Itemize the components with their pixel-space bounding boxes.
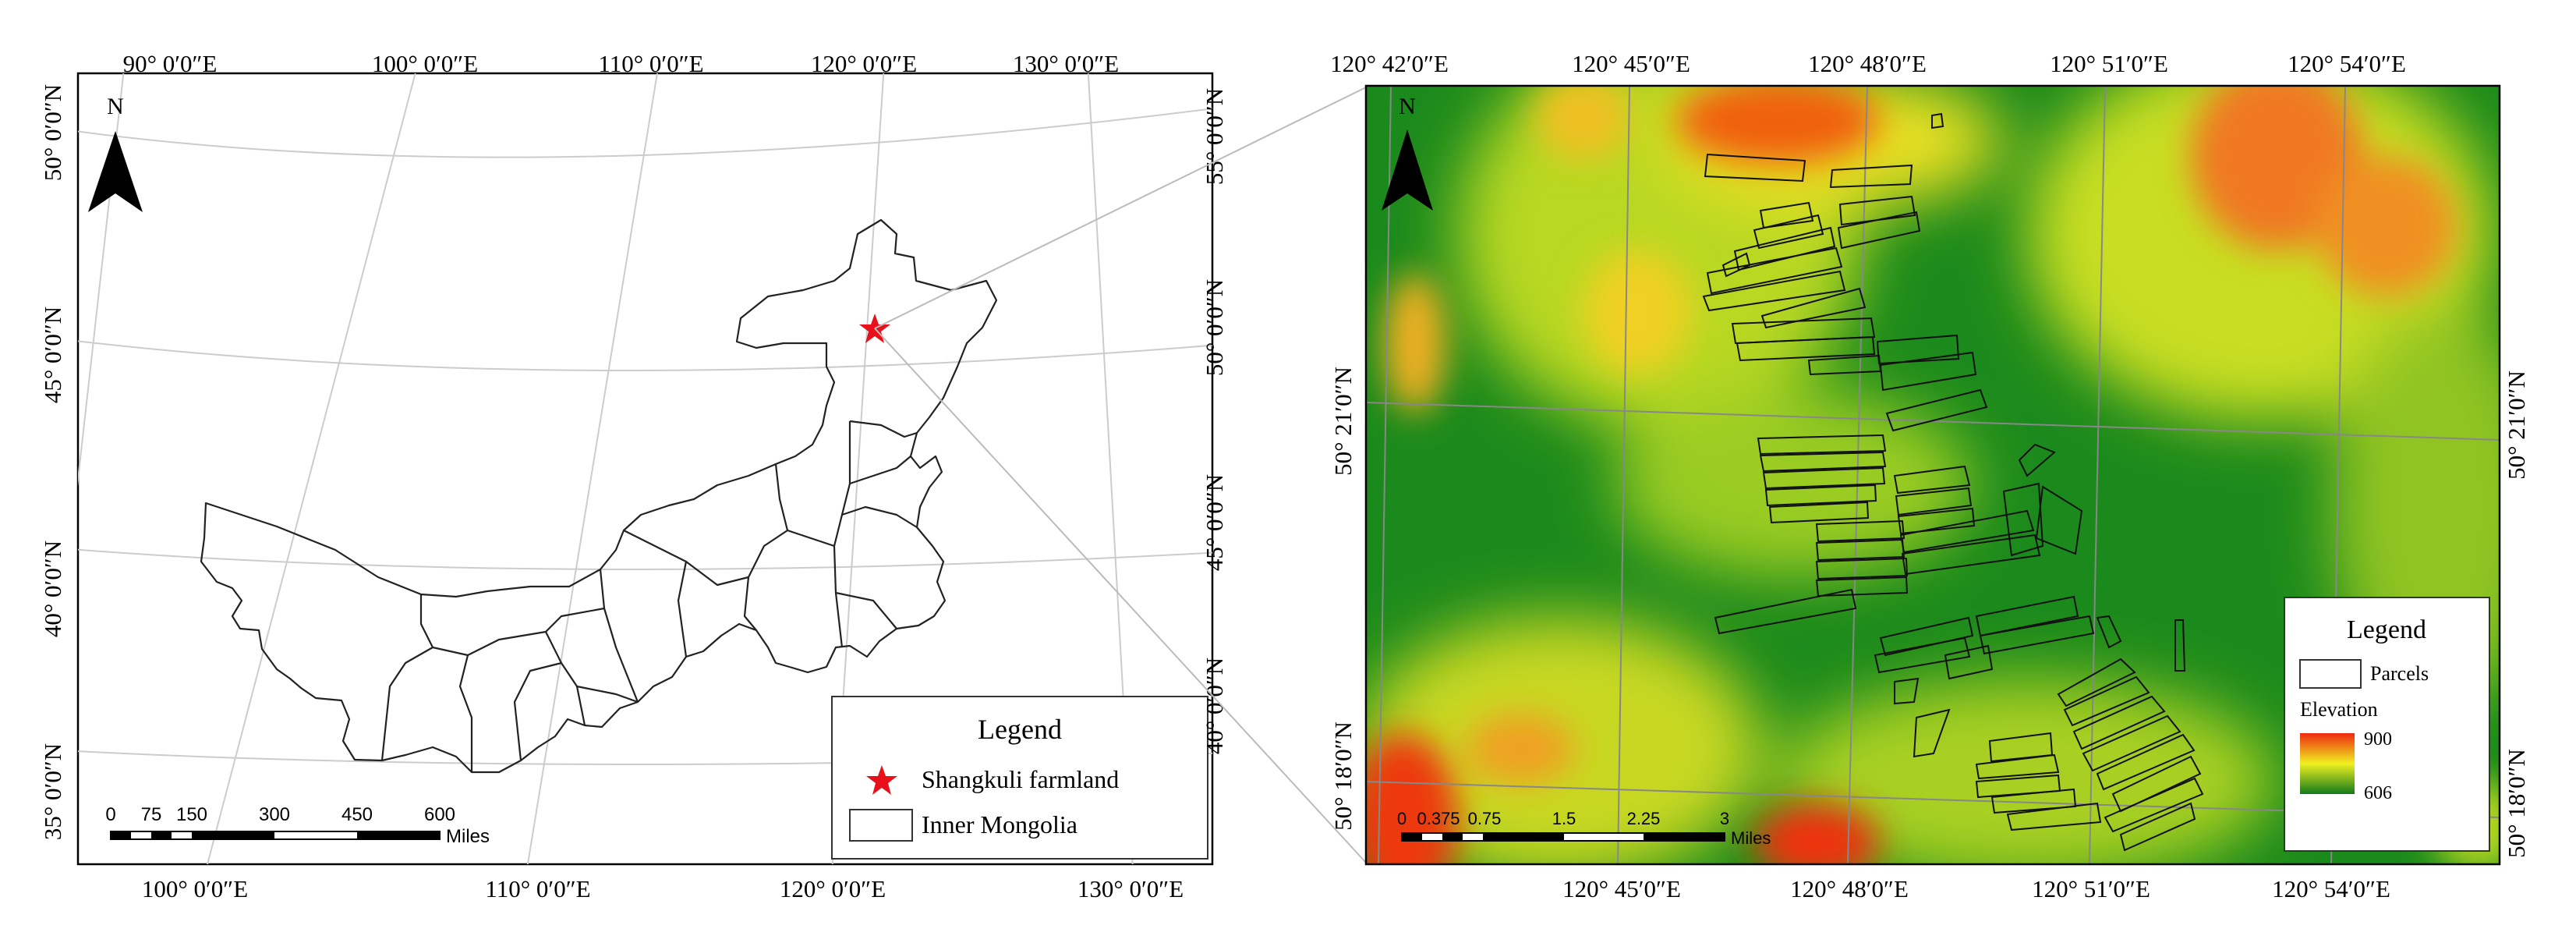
left-left-ticks: 50° 0′0″N 45° 0′0″N 40° 0′0″N 35° 0′0″N [39,84,66,840]
right-top-ticks: 120° 42′0″E 120° 45′0″E 120° 48′0″E 120°… [1330,50,2406,77]
left-bottom-tick: 100° 0′0″E [142,875,248,902]
left-scale-bar: 0 75 150 300 450 600 Miles [105,804,490,847]
right-top-tick: 120° 42′0″E [1330,50,1449,77]
right-scale-label: 0 [1397,809,1407,828]
left-right-tick: 50° 0′0″N [1201,279,1228,376]
right-top-tick: 120° 48′0″E [1808,50,1927,77]
right-bottom-tick: 120° 51′0″E [2032,875,2150,902]
left-top-tick: 120° 0′0″E [811,50,917,77]
right-bottom-tick: 120° 54′0″E [2272,875,2390,902]
right-legend: Legend Parcels Elevation 900 606 [2284,597,2490,852]
left-scale-label: 0 [105,804,115,825]
right-scale-label: 0.375 [1417,809,1460,828]
left-scale-label: 75 [141,804,162,825]
left-right-tick: 40° 0′0″N [1201,658,1228,754]
right-scale-label: 3 [1720,809,1729,828]
legend-elev-max: 900 [2364,729,2392,750]
left-top-tick: 110° 0′0″E [598,50,703,77]
left-right-ticks: 55° 0′0″N 50° 0′0″N 45° 0′0″N 40° 0′0″N [1201,88,1228,754]
legend-parcels-swatch [2299,659,2362,689]
legend-item-farmland: Shangkuli farmland [922,765,1119,793]
right-bottom-tick: 120° 48′0″E [1790,875,1909,902]
legend-elevation-label: Elevation [2300,698,2378,721]
right-top-tick: 120° 54′0″E [2288,50,2406,77]
left-bottom-ticks: 100° 0′0″E 110° 0′0″E 120° 0′0″E 130° 0′… [142,875,1184,902]
legend-parcels-label: Parcels [2370,662,2429,685]
left-right-tick: 55° 0′0″N [1201,88,1228,185]
right-scale-bar: 0 0.375 0.75 1.5 2.25 3 Miles [1397,809,1771,848]
left-top-ticks: 90° 0′0″E 100° 0′0″E 110° 0′0″E 120° 0′0… [123,50,1120,77]
left-scale-label: 300 [259,804,290,825]
right-right-tick: 50° 18′0″N [2503,749,2530,858]
right-scale-label: 2.25 [1627,809,1661,828]
right-left-tick: 50° 18′0″N [1329,721,1357,831]
left-bottom-tick: 110° 0′0″E [485,875,590,902]
left-map-panel: N Legend Shangkuli farmland Inner Mongol… [39,50,1228,902]
parcels [1702,112,2204,852]
right-legend-title: Legend [2347,615,2426,644]
left-bottom-tick: 120° 0′0″E [780,875,886,902]
zoom-connector-lines [874,87,1367,863]
right-scale-unit: Miles [1731,828,1771,848]
left-legend: Legend Shangkuli farmland Inner Mongolia [831,696,1208,860]
left-scale-unit: Miles [446,826,490,847]
inner-mongolia-outline [200,218,998,774]
right-bottom-ticks: 120° 45′0″E 120° 48′0″E 120° 51′0″E 120°… [1562,875,2390,902]
left-top-tick: 90° 0′0″E [123,50,218,77]
left-scale-label: 450 [341,804,373,825]
right-scale-label: 1.5 [1552,809,1576,828]
right-right-tick: 50° 21′0″N [2503,370,2530,480]
legend-elevation-ramp [2300,733,2355,794]
left-top-tick: 100° 0′0″E [372,50,478,77]
right-right-ticks: 50° 21′0″N 50° 18′0″N [2503,370,2530,858]
left-legend-title: Legend [978,714,1062,745]
right-map-frame [1364,84,2501,866]
legend-polygon-swatch [849,809,913,842]
left-right-tick: 45° 0′0″N [1201,474,1228,571]
left-scale-label: 150 [176,804,207,825]
right-north-label: N [1399,94,1416,119]
left-scale-label: 600 [424,804,455,825]
right-top-tick: 120° 51′0″E [2050,50,2168,77]
left-north-label: N [107,94,124,119]
right-top-tick: 120° 45′0″E [1572,50,1690,77]
right-left-ticks: 50° 21′0″N 50° 18′0″N [1329,367,1357,831]
left-left-tick: 50° 0′0″N [39,84,66,181]
right-scale-label: 0.75 [1468,809,1502,828]
legend-star-icon [866,765,897,795]
right-left-tick: 50° 21′0″N [1329,367,1357,476]
left-left-tick: 35° 0′0″N [39,743,66,840]
right-bottom-tick: 120° 45′0″E [1562,875,1681,902]
right-map-panel: N Legend Parcels Elevation 900 606 0 0.3… [1329,50,2530,902]
left-top-tick: 130° 0′0″E [1013,50,1119,77]
legend-elev-min: 606 [2364,783,2392,803]
legend-item-inner-mongolia: Inner Mongolia [922,810,1077,838]
left-left-tick: 40° 0′0″N [39,541,66,637]
left-north-arrow: N [88,94,143,212]
right-north-arrow: N [1382,94,1433,211]
left-bottom-tick: 130° 0′0″E [1077,875,1184,902]
left-left-tick: 45° 0′0″N [39,307,66,403]
